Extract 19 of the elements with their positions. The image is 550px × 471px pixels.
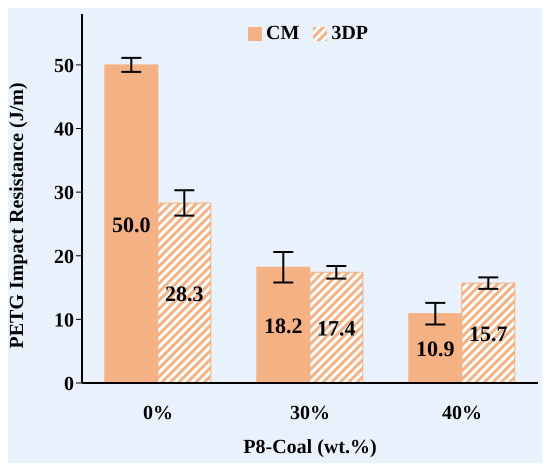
y-tick-label: 40 xyxy=(54,118,74,141)
legend-label: 3DP xyxy=(331,22,368,45)
x-tick-label: 40% xyxy=(442,402,482,424)
y-tick-label: 20 xyxy=(54,246,74,268)
data-label: 10.9 xyxy=(416,336,455,362)
data-label: 28.3 xyxy=(165,280,204,306)
legend-label: CM xyxy=(266,22,300,45)
y-tick-label: 50 xyxy=(54,54,74,77)
x-axis-title: P8-Coal (wt.%) xyxy=(243,436,377,458)
data-label: 18.2 xyxy=(264,312,303,338)
y-tick-label: 30 xyxy=(54,182,74,204)
y-axis-title: PETG Impact Resistance (J/m) xyxy=(6,82,28,348)
data-label: 17.4 xyxy=(317,315,356,340)
data-label: 50.0 xyxy=(112,212,151,237)
y-tick-label: 0 xyxy=(64,373,74,396)
x-tick-label: 0% xyxy=(143,402,173,424)
y-tick-label: 10 xyxy=(54,309,74,332)
data-label: 15.7 xyxy=(469,320,508,346)
x-tick-label: 30% xyxy=(290,402,330,424)
